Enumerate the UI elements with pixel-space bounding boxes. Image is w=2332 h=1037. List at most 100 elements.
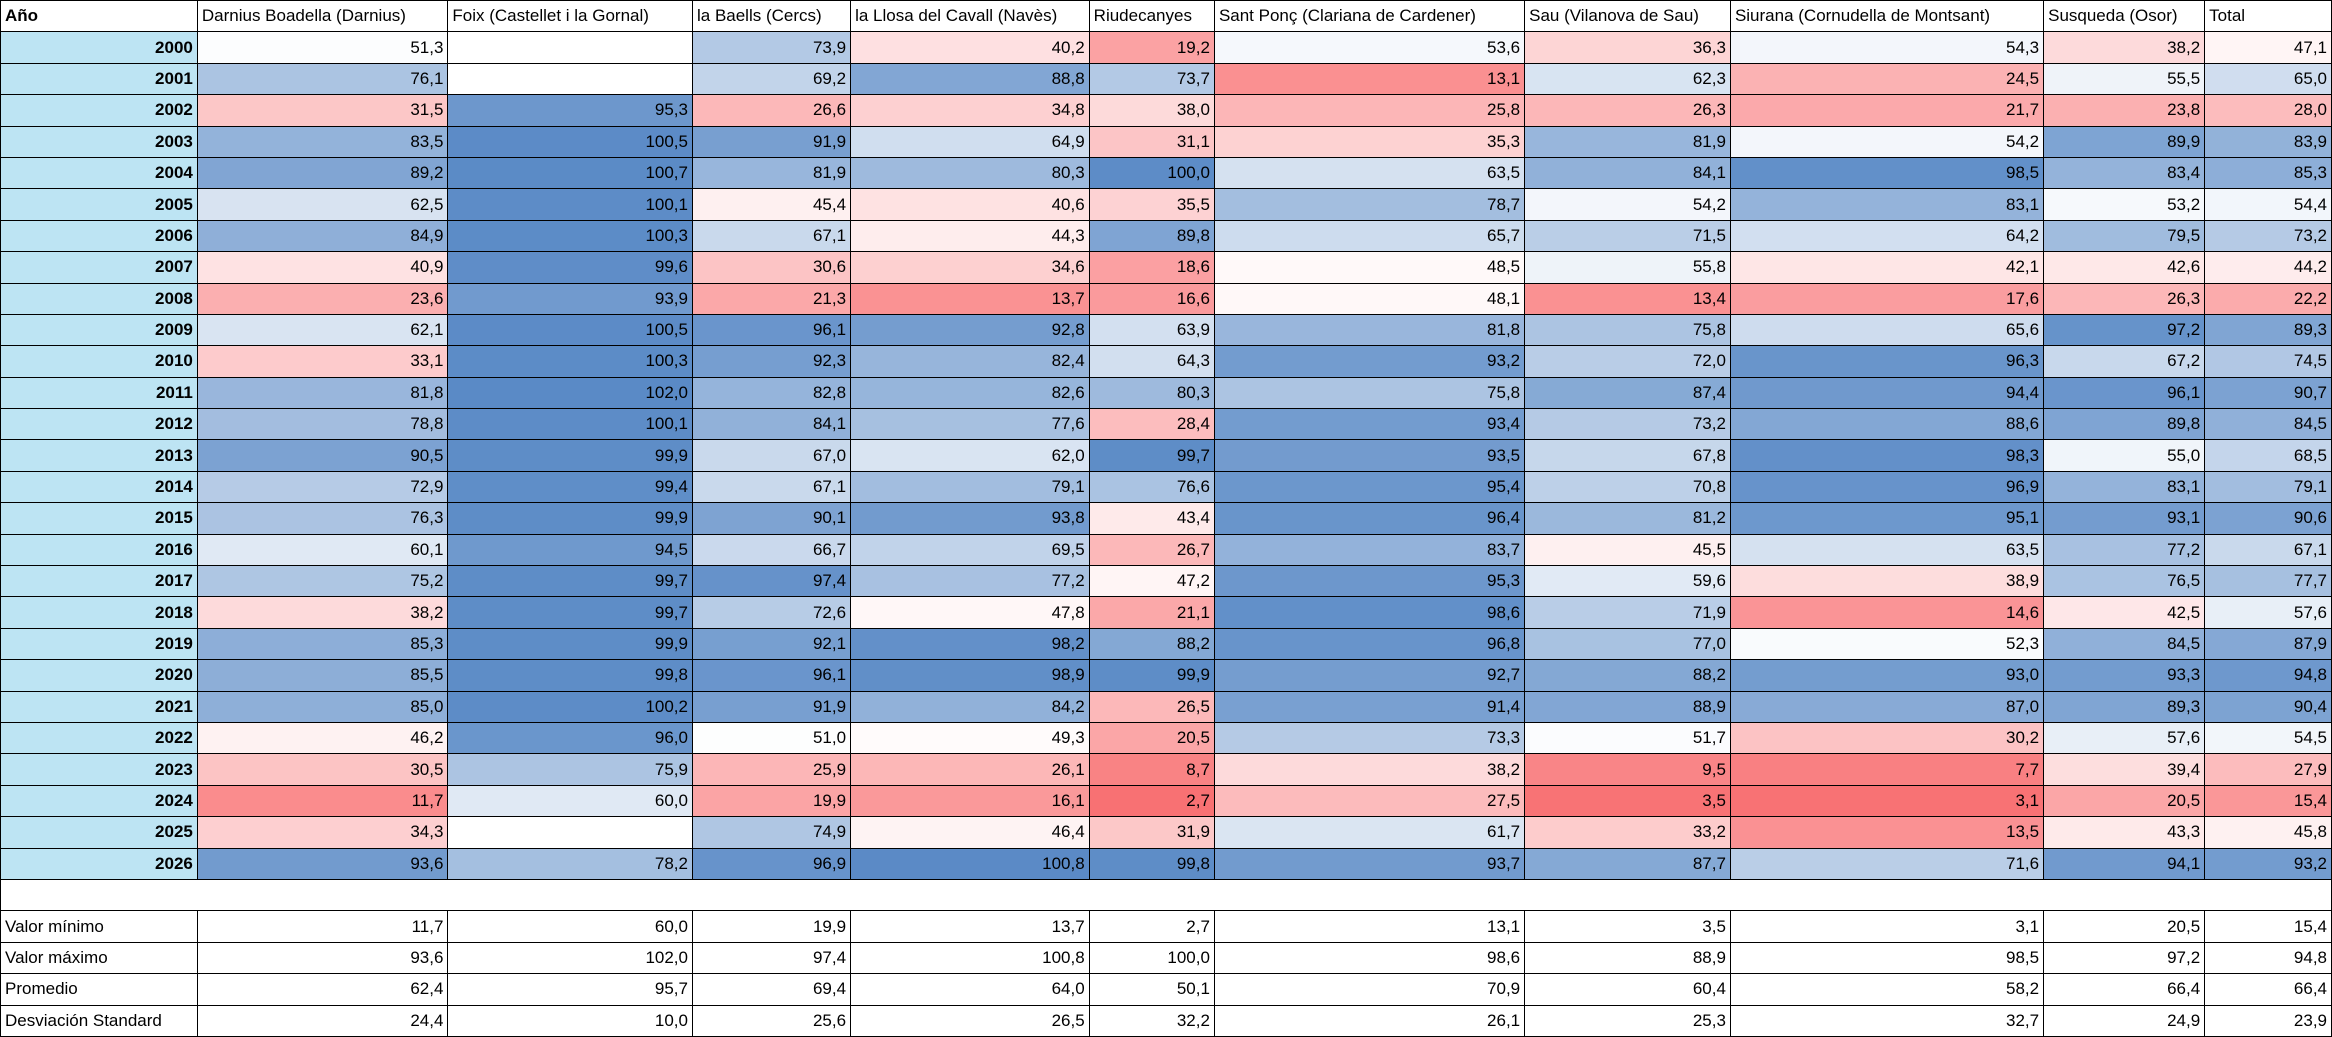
year-cell: 2024 xyxy=(0,784,198,818)
table-row: 2026 93,6 78,2 96,9 100,8 99,8 93,7 87,7 71,6 94,… xyxy=(0,847,2332,880)
year-cell: 2000 xyxy=(0,31,198,64)
value-cell: 98,3 xyxy=(1729,439,2045,472)
value-cell: 23,6 xyxy=(196,282,449,315)
year-cell: 2012 xyxy=(0,408,198,441)
value-cell: 100,1 xyxy=(447,408,693,441)
year-cell: 2006 xyxy=(0,219,198,253)
value-cell: 88,9 xyxy=(1524,690,1731,723)
value-cell: 34,3 xyxy=(196,816,449,849)
value-cell: 89,9 xyxy=(2043,125,2206,158)
table-row: 2001 76,1 69,2 88,8 73,7 13,1 62,3 24,5 55,5 65,0 xyxy=(0,62,2332,96)
value-cell: 67,2 xyxy=(2043,345,2206,378)
value-cell: 100,3 xyxy=(447,345,693,378)
value-cell: 91,9 xyxy=(691,125,852,158)
table-row: 2014 72,9 99,4 67,1 79,1 76,6 95,4 70,8 96,9 83,1… xyxy=(0,470,2332,504)
column-header-siurana-cornudella-de-montsant: Siurana (Cornudella de Montsant) xyxy=(1729,0,2045,33)
value-cell: 90,1 xyxy=(691,502,852,535)
stat-value-cell: 97,4 xyxy=(691,941,852,975)
table-row: 2018 38,2 99,7 72,6 47,8 21,1 98,6 71,9 14,6 42,5… xyxy=(0,596,2332,629)
column-header-sant-ponc-clariana-de-cardener: Sant Ponç (Clariana de Cardener) xyxy=(1213,0,1526,33)
value-cell: 91,4 xyxy=(1213,690,1526,723)
value-cell: 96,3 xyxy=(1729,345,2045,378)
value-cell xyxy=(447,816,693,849)
value-cell: 77,2 xyxy=(850,565,1090,598)
value-cell: 89,8 xyxy=(1088,219,1215,253)
year-cell: 2011 xyxy=(0,376,198,410)
value-cell: 49,3 xyxy=(850,721,1090,755)
value-cell: 100,1 xyxy=(447,188,693,221)
value-cell: 76,6 xyxy=(1088,470,1215,504)
value-cell: 99,8 xyxy=(1088,847,1215,880)
table-row: 2003 83,5 100,5 91,9 64,9 31,1 35,3 81,9 54,2 89,… xyxy=(0,125,2332,158)
value-cell: 98,5 xyxy=(1729,156,2045,190)
value-cell: 38,2 xyxy=(2043,31,2206,64)
table-row: 2020 85,5 99,8 96,1 98,9 99,9 92,7 88,2 93,0 93,3… xyxy=(0,659,2332,692)
value-cell: 96,8 xyxy=(1213,627,1526,661)
value-cell: 98,2 xyxy=(850,627,1090,661)
stat-value-cell: 20,5 xyxy=(2043,910,2206,943)
value-cell: 92,3 xyxy=(691,345,852,378)
value-cell: 74,5 xyxy=(2204,345,2332,378)
value-cell: 78,2 xyxy=(447,847,693,880)
value-cell: 60,0 xyxy=(447,784,693,818)
value-cell: 96,4 xyxy=(1213,502,1526,535)
stat-value-cell: 64,0 xyxy=(850,973,1090,1006)
value-cell: 23,8 xyxy=(2043,94,2206,127)
value-cell: 43,4 xyxy=(1088,502,1215,535)
value-cell: 53,6 xyxy=(1213,31,1526,64)
value-cell: 94,4 xyxy=(1729,376,2045,410)
value-cell: 13,1 xyxy=(1213,62,1526,96)
column-header-susqueda-osor: Susqueda (Osor) xyxy=(2043,0,2206,33)
value-cell: 77,6 xyxy=(850,408,1090,441)
value-cell: 99,8 xyxy=(447,659,693,692)
stat-value-cell: 50,1 xyxy=(1088,973,1215,1006)
value-cell: 43,3 xyxy=(2043,816,2206,849)
value-cell: 69,2 xyxy=(691,62,852,96)
value-cell: 34,6 xyxy=(850,251,1090,284)
table-row: 2009 62,1 100,5 96,1 92,8 63,9 81,8 75,8 65,6 97,… xyxy=(0,313,2332,347)
value-cell: 72,9 xyxy=(196,470,449,504)
column-header-foix-castellet-i-la-gornal: Foix (Castellet i la Gornal) xyxy=(447,0,693,33)
value-cell: 9,5 xyxy=(1524,753,1731,786)
value-cell: 24,5 xyxy=(1729,62,2045,96)
table-row: 2024 11,7 60,0 19,9 16,1 2,7 27,5 3,5 3,1 20,5 15,… xyxy=(0,784,2332,818)
empty-cell xyxy=(1524,878,1731,912)
value-cell: 76,3 xyxy=(196,502,449,535)
value-cell: 38,9 xyxy=(1729,565,2045,598)
stat-value-cell: 13,1 xyxy=(1213,910,1526,943)
value-cell: 40,2 xyxy=(850,31,1090,64)
value-cell: 93,7 xyxy=(1213,847,1526,880)
value-cell: 7,7 xyxy=(1729,753,2045,786)
value-cell: 96,9 xyxy=(691,847,852,880)
value-cell: 93,2 xyxy=(1213,345,1526,378)
value-cell: 19,2 xyxy=(1088,31,1215,64)
table-row: 2004 89,2 100,7 81,9 80,3 100,0 63,5 84,1 98,5 83… xyxy=(0,156,2332,190)
value-cell: 51,7 xyxy=(1524,721,1731,755)
value-cell: 100,5 xyxy=(447,313,693,347)
value-cell: 70,8 xyxy=(1524,470,1731,504)
stat-value-cell: 23,9 xyxy=(2204,1004,2332,1037)
stat-value-cell: 93,6 xyxy=(196,941,449,975)
value-cell: 63,9 xyxy=(1088,313,1215,347)
value-cell: 91,9 xyxy=(691,690,852,723)
value-cell: 94,1 xyxy=(2043,847,2206,880)
value-cell: 54,5 xyxy=(2204,721,2332,755)
stat-value-cell: 60,4 xyxy=(1524,973,1731,1006)
value-cell: 79,1 xyxy=(2204,470,2332,504)
stat-label: Desviación Standard xyxy=(0,1004,198,1037)
value-cell: 83,4 xyxy=(2043,156,2206,190)
value-cell: 75,8 xyxy=(1524,313,1731,347)
table-row: 2007 40,9 99,6 30,6 34,6 18,6 48,5 55,8 42,1 42,6… xyxy=(0,251,2332,284)
value-cell: 55,0 xyxy=(2043,439,2206,472)
value-cell: 93,9 xyxy=(447,282,693,315)
value-cell: 67,1 xyxy=(691,219,852,253)
stat-value-cell: 24,4 xyxy=(196,1004,449,1037)
empty-cell xyxy=(197,878,448,912)
value-cell: 45,4 xyxy=(691,188,852,221)
value-cell: 102,0 xyxy=(447,376,693,410)
stat-value-cell: 98,5 xyxy=(1729,941,2045,975)
value-cell: 13,4 xyxy=(1524,282,1731,315)
stat-value-cell: 32,2 xyxy=(1088,1004,1215,1037)
value-cell: 100,2 xyxy=(447,690,693,723)
table-row: 2017 75,2 99,7 97,4 77,2 47,2 95,3 59,6 38,9 76,5… xyxy=(0,565,2332,598)
